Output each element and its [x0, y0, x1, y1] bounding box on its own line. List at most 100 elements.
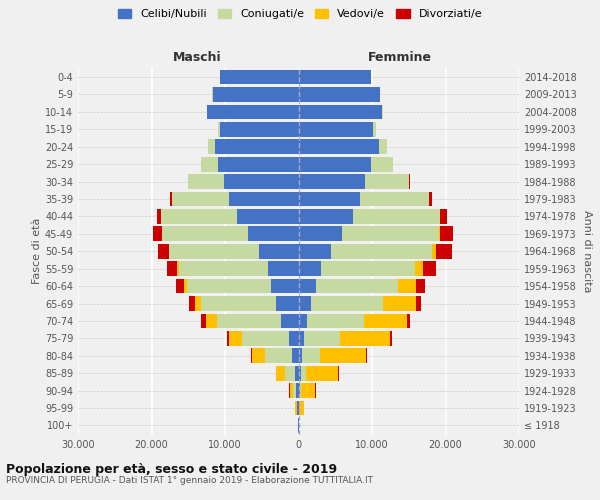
Bar — [365, 174, 409, 189]
Bar — [295, 400, 296, 415]
Bar — [252, 348, 265, 363]
Bar — [379, 140, 387, 154]
Bar — [316, 278, 398, 293]
Text: Maschi: Maschi — [173, 51, 221, 64]
Bar — [299, 314, 307, 328]
Bar — [170, 192, 172, 206]
Bar — [390, 331, 392, 345]
Bar — [416, 278, 425, 293]
Bar — [169, 244, 259, 258]
Bar — [224, 174, 299, 189]
Bar — [307, 314, 364, 328]
Bar — [212, 87, 299, 102]
Bar — [188, 174, 224, 189]
Bar — [187, 278, 271, 293]
Bar — [217, 314, 281, 328]
Bar — [320, 348, 366, 363]
Y-axis label: Fasce di età: Fasce di età — [32, 218, 42, 284]
Bar — [299, 174, 365, 189]
Bar — [299, 157, 371, 172]
Bar — [423, 262, 436, 276]
Bar — [184, 278, 187, 293]
Bar — [360, 192, 428, 206]
Bar — [162, 226, 248, 241]
Text: PROVINCIA DI PERUGIA - Dati ISTAT 1° gennaio 2019 - Elaborazione TUTTITALIA.IT: PROVINCIA DI PERUGIA - Dati ISTAT 1° gen… — [6, 476, 373, 485]
Bar — [292, 348, 299, 363]
Bar — [299, 278, 316, 293]
Bar — [409, 174, 410, 189]
Bar — [265, 348, 292, 363]
Bar — [290, 383, 293, 398]
Bar — [289, 331, 299, 345]
Bar — [299, 122, 373, 136]
Bar — [220, 122, 299, 136]
Text: Femmine: Femmine — [368, 51, 432, 64]
Bar — [218, 122, 220, 136]
Bar — [383, 296, 416, 311]
Bar — [296, 383, 299, 398]
Bar — [284, 366, 295, 380]
Bar — [158, 244, 169, 258]
Bar — [302, 348, 320, 363]
Bar — [248, 226, 299, 241]
Bar — [416, 296, 421, 311]
Bar — [340, 331, 390, 345]
Bar — [306, 366, 338, 380]
Bar — [439, 226, 440, 241]
Bar — [167, 262, 177, 276]
Bar — [268, 262, 299, 276]
Bar — [251, 348, 252, 363]
Bar — [206, 314, 217, 328]
Bar — [429, 192, 433, 206]
Bar — [299, 348, 302, 363]
Bar — [299, 87, 380, 102]
Bar — [364, 314, 407, 328]
Bar — [436, 244, 452, 258]
Bar — [407, 314, 410, 328]
Bar — [172, 192, 229, 206]
Bar — [299, 366, 301, 380]
Bar — [301, 383, 316, 398]
Bar — [276, 366, 284, 380]
Bar — [301, 366, 306, 380]
Bar — [304, 331, 340, 345]
Bar — [229, 192, 299, 206]
Bar — [242, 331, 289, 345]
Bar — [189, 296, 195, 311]
Bar — [299, 296, 311, 311]
Bar — [299, 140, 379, 154]
Bar — [215, 140, 299, 154]
Bar — [373, 122, 376, 136]
Bar — [431, 244, 436, 258]
Bar — [297, 400, 299, 415]
Bar — [342, 226, 439, 241]
Bar — [201, 314, 206, 328]
Bar — [157, 209, 161, 224]
Bar — [415, 262, 423, 276]
Text: Popolazione per età, sesso e stato civile - 2019: Popolazione per età, sesso e stato civil… — [6, 462, 337, 475]
Bar — [299, 226, 342, 241]
Bar — [299, 400, 304, 415]
Bar — [366, 348, 367, 363]
Bar — [229, 331, 242, 345]
Bar — [227, 331, 229, 345]
Bar — [161, 209, 237, 224]
Bar — [201, 157, 218, 172]
Bar — [398, 278, 416, 293]
Bar — [208, 104, 299, 120]
Bar — [208, 140, 215, 154]
Bar — [299, 383, 300, 398]
Bar — [300, 383, 301, 398]
Bar — [220, 70, 299, 84]
Bar — [440, 226, 453, 241]
Bar — [295, 366, 299, 380]
Bar — [299, 209, 353, 224]
Bar — [299, 244, 331, 258]
Bar — [281, 314, 299, 328]
Bar — [440, 209, 448, 224]
Bar — [179, 262, 268, 276]
Bar — [201, 296, 276, 311]
Bar — [259, 244, 299, 258]
Bar — [299, 104, 382, 120]
Bar — [299, 262, 321, 276]
